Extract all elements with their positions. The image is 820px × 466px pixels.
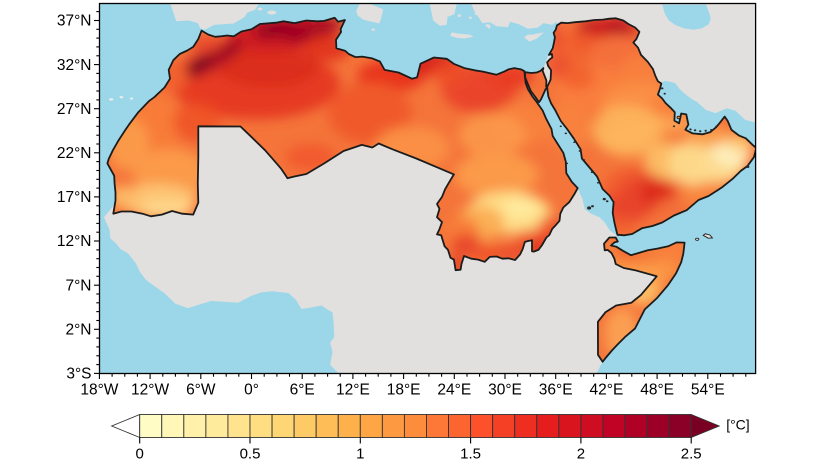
svg-text:0.5: 0.5 (240, 446, 261, 462)
svg-text:0: 0 (136, 446, 144, 462)
svg-text:36°E: 36°E (539, 382, 573, 399)
svg-text:[°C]: [°C] (726, 417, 750, 433)
svg-text:42°E: 42°E (590, 382, 624, 399)
svg-text:22°N: 22°N (57, 145, 92, 162)
svg-text:48°E: 48°E (640, 382, 674, 399)
svg-text:30°E: 30°E (488, 382, 522, 399)
svg-text:24°E: 24°E (437, 382, 471, 399)
svg-text:27°N: 27°N (57, 101, 92, 118)
svg-text:2°N: 2°N (65, 322, 91, 339)
svg-text:18°E: 18°E (387, 382, 421, 399)
svg-text:1.5: 1.5 (460, 446, 481, 462)
svg-text:2: 2 (577, 446, 585, 462)
svg-text:17°N: 17°N (57, 189, 92, 206)
svg-text:12°N: 12°N (57, 233, 92, 250)
svg-text:7°N: 7°N (65, 277, 91, 294)
svg-text:32°N: 32°N (57, 57, 92, 74)
svg-text:6°E: 6°E (290, 382, 315, 399)
svg-text:0°: 0° (244, 382, 259, 399)
svg-text:1: 1 (356, 446, 364, 462)
svg-text:37°N: 37°N (57, 13, 92, 30)
svg-text:12°E: 12°E (336, 382, 370, 399)
svg-text:12°W: 12°W (131, 382, 169, 399)
svg-text:6°W: 6°W (186, 382, 216, 399)
svg-text:3°S: 3°S (66, 366, 91, 383)
svg-text:2.5: 2.5 (681, 446, 702, 462)
svg-text:54°E: 54°E (691, 382, 725, 399)
svg-text:18°W: 18°W (80, 382, 118, 399)
